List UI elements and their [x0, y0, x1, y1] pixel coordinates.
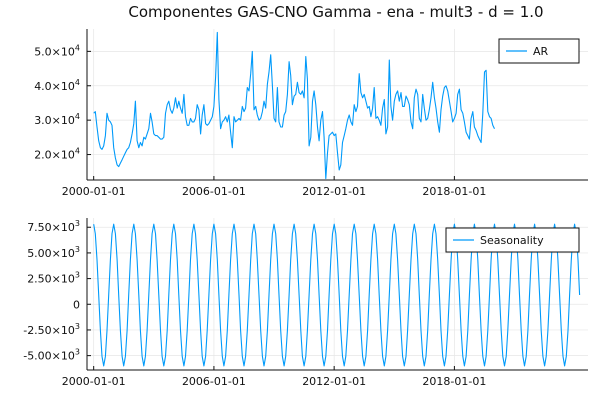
x-tick-label: 2006-01-01: [182, 375, 246, 388]
y-tick-exponent: 4: [75, 43, 80, 52]
y-tick-mantissa: 0: [73, 298, 80, 311]
chart-panel-1: 2000-01-01 2006-01-01 2012-01-01 2018-01-01…: [34, 29, 588, 198]
x-tick-label: 2000-01-01: [62, 375, 126, 388]
y-tick-exponent: 3: [75, 348, 80, 357]
y-tick-mantissa: 4.0×10: [34, 80, 75, 93]
x-tick-label: 2012-01-01: [302, 375, 366, 388]
y-tick-label: 2.0×104: [34, 147, 80, 162]
x-tick-label: 2012-01-01: [302, 185, 366, 198]
y-tick-mantissa: 5.0×10: [34, 45, 75, 58]
x-tick-label: 2000-01-01: [62, 185, 126, 198]
y-tick-mantissa: -2.50×10: [23, 324, 75, 337]
y-tick-exponent: 3: [75, 219, 80, 228]
series-line-seasonality: [93, 223, 581, 367]
legend-label: AR: [533, 45, 549, 58]
chart-title: Componentes GAS-CNO Gamma - ena - mult3 …: [128, 3, 543, 21]
x-tick-label: 2018-01-01: [422, 185, 486, 198]
y-tick-exponent: 3: [75, 271, 80, 280]
y-tick-label: 7.50×103: [27, 219, 80, 234]
y-tick-label: 5.0×104: [34, 43, 80, 58]
series-line-ar: [93, 31, 495, 180]
y-tick-exponent: 3: [75, 322, 80, 331]
y-tick-label: 5.00×103: [27, 245, 80, 260]
y-tick-mantissa: 7.50×10: [27, 221, 75, 234]
x-tick-label: 2006-01-01: [182, 185, 246, 198]
y-tick-label: 0: [73, 298, 80, 311]
legend-label: Seasonality: [480, 234, 544, 247]
legend-box: [498, 38, 580, 64]
y-tick-exponent: 4: [75, 78, 80, 87]
y-tick-mantissa: 2.0×10: [34, 149, 75, 162]
legend: AR: [498, 38, 580, 64]
x-tick-label: 2018-01-01: [422, 375, 486, 388]
chart-panel-2: 2000-01-01 2006-01-01 2012-01-01 2018-01-01…: [23, 218, 588, 388]
y-tick-label: -2.50×103: [23, 322, 80, 337]
y-tick-exponent: 4: [75, 147, 80, 156]
y-tick-label: 3.0×104: [34, 112, 80, 127]
y-tick-mantissa: -5.00×10: [23, 350, 75, 363]
y-tick-exponent: 4: [75, 112, 80, 121]
legend: Seasonality: [445, 227, 580, 253]
y-tick-exponent: 3: [75, 245, 80, 254]
y-tick-label: -5.00×103: [23, 348, 80, 363]
y-tick-label: 2.50×103: [27, 271, 80, 286]
y-tick-label: 4.0×104: [34, 78, 80, 93]
y-tick-mantissa: 2.50×10: [27, 273, 75, 286]
y-tick-mantissa: 3.0×10: [34, 114, 75, 127]
y-tick-mantissa: 5.00×10: [27, 247, 75, 260]
